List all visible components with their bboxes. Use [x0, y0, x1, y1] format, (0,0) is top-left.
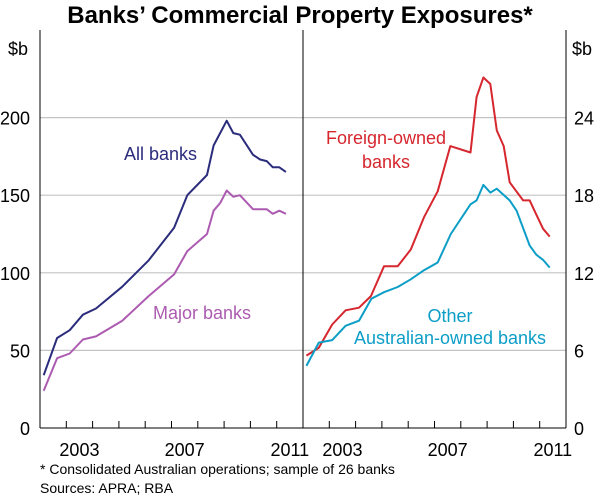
sources-note: Sources: APRA; RBA — [40, 480, 174, 496]
y-tick-label-left: 150 — [0, 186, 30, 206]
y-tick-label-right: 12 — [574, 264, 594, 284]
y-unit-left: $b — [8, 39, 28, 59]
x-tick-label: 2007 — [165, 440, 205, 460]
y-tick-label-left: 100 — [0, 264, 30, 284]
y-tick-label-right: 0 — [574, 419, 584, 439]
x-tick-label: 2011 — [270, 440, 309, 460]
series-label-all-banks: All banks — [124, 144, 197, 164]
series-line-major-banks — [42, 189, 287, 392]
x-tick-label: 2003 — [59, 440, 99, 460]
series-label-other-2: Australian-owned banks — [354, 328, 546, 348]
chart-title: Banks’ Commercial Property Exposures* — [67, 2, 533, 29]
y-unit-right: $b — [572, 39, 592, 59]
y-tick-label-left: 0 — [20, 419, 30, 439]
x-tick-label: 2011 — [533, 440, 572, 460]
series-line-foreign-owned-banks — [305, 76, 551, 357]
y-tick-label-left: 200 — [0, 109, 30, 129]
series-line-other-australian-owned-banks — [305, 183, 551, 367]
y-tick-label-right: 24 — [574, 109, 594, 129]
series-line-all-banks — [42, 119, 287, 376]
footnote: * Consolidated Australian operations; sa… — [40, 461, 395, 477]
y-tick-label-left: 50 — [10, 341, 30, 361]
series-label-foreign-owned-2: banks — [362, 152, 410, 172]
y-tick-label-right: 6 — [574, 341, 584, 361]
series-label-foreign-owned: Foreign-owned — [326, 128, 446, 148]
y-tick-label-right: 18 — [574, 186, 594, 206]
series-label-other: Other — [427, 306, 472, 326]
x-tick-label: 2007 — [428, 440, 468, 460]
series-label-major-banks: Major banks — [153, 303, 251, 323]
x-tick-label: 2003 — [322, 440, 362, 460]
